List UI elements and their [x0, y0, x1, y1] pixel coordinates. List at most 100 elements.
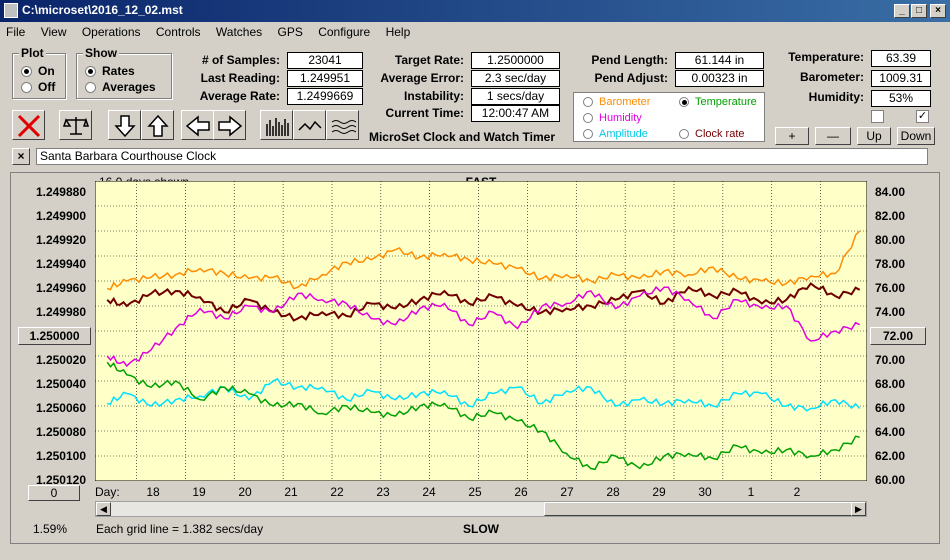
up-button[interactable]: Up: [857, 127, 891, 145]
legend-amplitude-radio[interactable]: [583, 129, 593, 139]
day-tick: 24: [422, 485, 436, 499]
menu-watches[interactable]: Watches: [215, 25, 263, 39]
zero-button[interactable]: 0: [28, 485, 80, 501]
day-tick: 20: [238, 485, 252, 499]
current-time-value: 12:00:47 AM: [471, 105, 560, 122]
menu-bar: File View Operations Controls Watches GP…: [0, 22, 950, 42]
plot-background: [95, 181, 867, 481]
line-view-button[interactable]: [293, 110, 326, 140]
legend-barometer: Barometer: [599, 96, 651, 108]
bar-chart-icon: [266, 118, 289, 136]
legend-clockrate-radio[interactable]: [679, 129, 689, 139]
average-rate-value: 1.2499669: [287, 88, 363, 105]
right-tick: 62.00: [875, 449, 906, 463]
pend-length-value: 61.144 in: [675, 52, 764, 69]
temperature-label: Temperature:: [788, 50, 864, 64]
average-error-value: 2.3 sec/day: [471, 70, 560, 87]
chart-panel: 16.0 days shown FAST SLOW Each grid line…: [10, 172, 940, 544]
right-tick: 70.00: [875, 353, 906, 367]
menu-controls[interactable]: Controls: [155, 25, 201, 39]
app-icon: [4, 3, 18, 18]
scroll-right-icon[interactable]: ▶: [851, 502, 866, 516]
day-tick: 25: [468, 485, 482, 499]
right-tick: 68.00: [875, 377, 906, 391]
day-tick: 22: [330, 485, 344, 499]
target-rate-label: Target Rate:: [394, 53, 464, 67]
plot-off-radio[interactable]: [21, 82, 32, 93]
arrow-left-button[interactable]: [181, 110, 214, 140]
legend-humidity: Humidity: [599, 112, 642, 124]
plus-button[interactable]: +: [775, 127, 809, 145]
plot-area: [95, 181, 867, 481]
left-axis-center-button[interactable]: 1.250000: [18, 327, 91, 345]
left-tick: 1.250060: [35, 401, 86, 415]
arrow-up-button[interactable]: [141, 110, 174, 140]
humidity-label: Humidity:: [808, 90, 864, 104]
maximize-button[interactable]: □: [911, 4, 927, 18]
show-rates-radio[interactable]: [85, 66, 96, 77]
legend-humidity-radio[interactable]: [583, 113, 593, 123]
arrow-right-button[interactable]: [213, 110, 246, 140]
day-tick: 29: [652, 485, 666, 499]
left-tick: 1.249940: [35, 257, 86, 271]
left-tick: 1.249880: [35, 185, 86, 199]
percent-readout: 1.59%: [33, 522, 68, 536]
right-tick: 60.00: [875, 473, 906, 487]
bars-view-button[interactable]: [260, 110, 293, 140]
left-tick: 1.250080: [35, 425, 86, 439]
minimize-button[interactable]: _: [894, 4, 910, 18]
show-averages-label: Averages: [102, 80, 156, 94]
down-button[interactable]: Down: [897, 127, 935, 145]
plot-on-label: On: [38, 64, 55, 78]
scroll-left-icon[interactable]: ◀: [96, 502, 111, 516]
menu-operations[interactable]: Operations: [81, 25, 141, 39]
right-tick: 76.00: [875, 281, 906, 295]
wave-view-button[interactable]: [326, 110, 359, 140]
menu-help[interactable]: Help: [385, 25, 411, 39]
line-chart-icon: [298, 120, 322, 131]
arrow-left-icon: [185, 115, 210, 137]
legend-box: Barometer Temperature Humidity Amplitude…: [573, 92, 765, 142]
day-tick: 23: [376, 485, 390, 499]
horizontal-scrollbar[interactable]: ◀ ▶: [95, 501, 867, 517]
arrow-down-button[interactable]: [108, 110, 141, 140]
day-label: Day:: [95, 485, 120, 499]
menu-view[interactable]: View: [40, 25, 67, 39]
temperature-value: 63.39: [871, 50, 931, 67]
plot-off-label: Off: [38, 80, 56, 94]
menu-configure[interactable]: Configure: [318, 25, 371, 39]
legend-temperature-radio[interactable]: [679, 97, 689, 107]
show-averages-radio[interactable]: [85, 82, 96, 93]
left-tick: 1.249960: [35, 281, 86, 295]
day-tick: 27: [560, 485, 574, 499]
right-axis-center-button[interactable]: 72.00: [870, 327, 926, 345]
left-tick: 1.249900: [35, 209, 86, 223]
right-tick: 66.00: [875, 401, 906, 415]
close-window-button[interactable]: ×: [930, 4, 946, 18]
left-tick: 1.250120: [35, 473, 86, 487]
day-tick: 28: [606, 485, 620, 499]
menu-gps[interactable]: GPS: [277, 25, 303, 39]
checkbox-2[interactable]: ✓: [916, 110, 929, 123]
minus-button[interactable]: —: [815, 127, 851, 145]
show-group-title: Show: [83, 46, 119, 60]
legend-clockrate: Clock rate: [695, 128, 745, 140]
scroll-thumb[interactable]: [544, 502, 852, 516]
samples-label: # of Samples:: [201, 53, 280, 67]
clear-name-button[interactable]: ×: [12, 148, 30, 165]
average-error-label: Average Error:: [380, 71, 464, 85]
balance-button[interactable]: [59, 110, 92, 140]
current-time-label: Current Time:: [385, 106, 464, 120]
slow-label: SLOW: [463, 522, 499, 536]
menu-file[interactable]: File: [6, 25, 26, 39]
pend-adjust-value: 0.00323 in: [675, 70, 764, 87]
legend-barometer-radio[interactable]: [583, 97, 593, 107]
day-tick: 26: [514, 485, 528, 499]
right-tick: 80.00: [875, 233, 906, 247]
clock-name-field[interactable]: Santa Barbara Courthouse Clock: [36, 148, 928, 165]
humidity-value: 53%: [871, 90, 931, 107]
stop-button[interactable]: [12, 110, 45, 140]
checkbox-1[interactable]: [871, 110, 884, 123]
right-tick: 82.00: [875, 209, 906, 223]
plot-on-radio[interactable]: [21, 66, 32, 77]
